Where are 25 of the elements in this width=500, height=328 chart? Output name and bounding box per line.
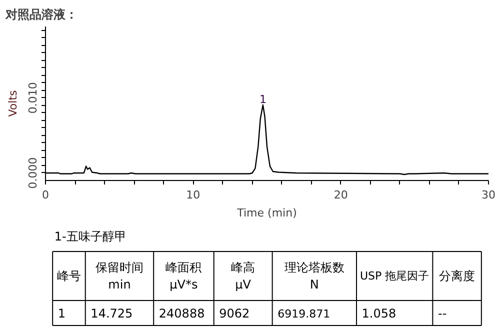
x-tick-label: 0 xyxy=(42,188,49,202)
x-tick-label: 30 xyxy=(482,188,496,202)
x-tick-label: 20 xyxy=(334,188,348,202)
y-tick-label: 0.000 xyxy=(26,157,40,189)
text: 峰面积 μV*s xyxy=(166,260,202,292)
text: 保留时间 min xyxy=(95,260,144,292)
x-tick-label: 10 xyxy=(186,188,200,202)
text: 理论塔板数 N xyxy=(284,260,344,292)
x-axis-title: Time (min) xyxy=(236,206,297,220)
text: 1.058 xyxy=(362,306,396,320)
text: 分离度 xyxy=(439,269,476,283)
text: 14.725 xyxy=(90,306,133,320)
annotation: 1 xyxy=(259,92,266,106)
text: -- xyxy=(438,306,447,320)
text: 240888 xyxy=(158,306,205,320)
text: 峰号 xyxy=(56,269,81,283)
text: 6919.871 xyxy=(278,308,330,320)
chart-title: 对照品溶液： xyxy=(4,8,78,22)
y-tick-label: 0.010 xyxy=(26,82,40,114)
y-axis-title: Volts xyxy=(6,90,20,117)
text: 峰高 μV xyxy=(231,260,256,292)
text: 1-五味子醇甲 xyxy=(54,230,126,244)
text: 1 xyxy=(58,306,66,320)
text: USP 拖尾因子 xyxy=(360,270,430,282)
text: 9062 xyxy=(219,306,250,320)
